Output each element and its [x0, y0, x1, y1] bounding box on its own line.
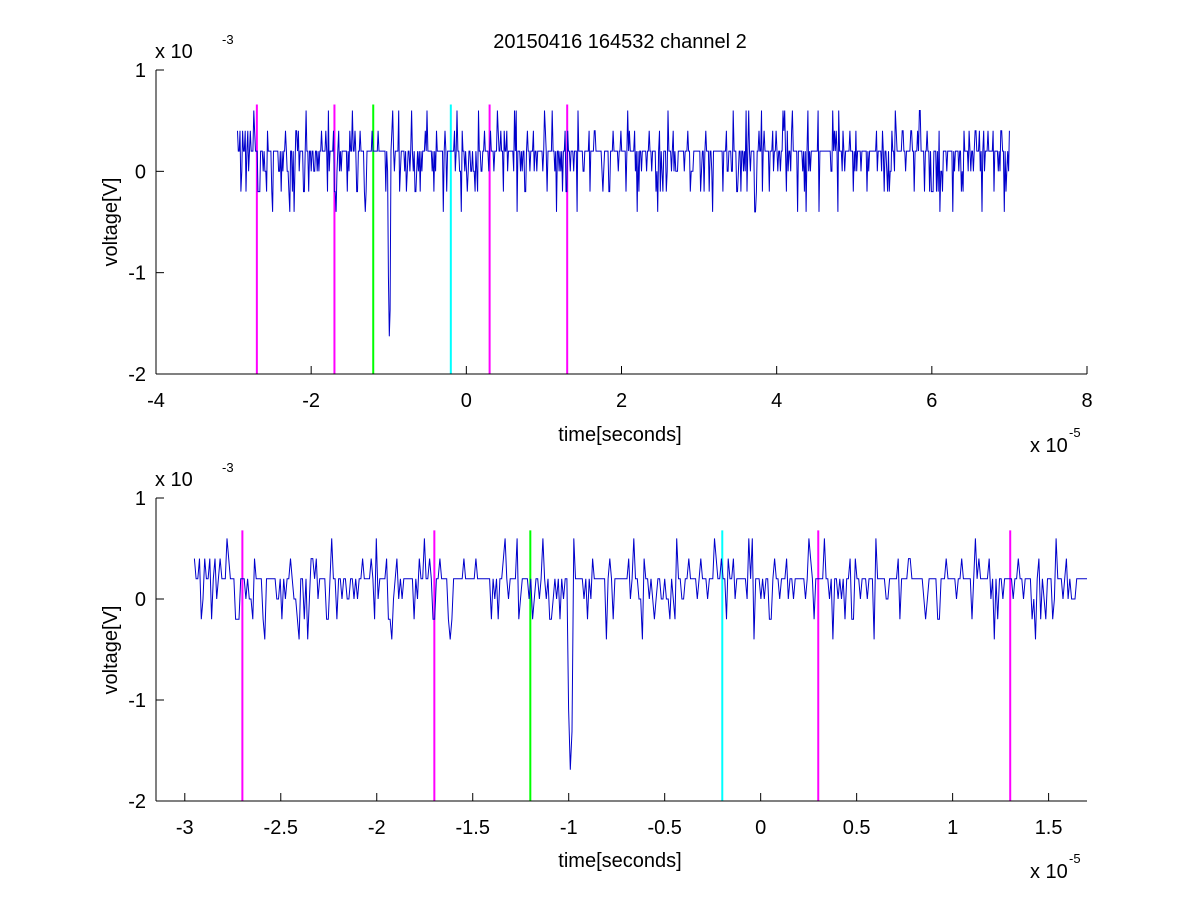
y-tick-label: 0	[135, 589, 146, 611]
y-tick-label: -1	[128, 690, 146, 712]
x-tick-label: 1.5	[1035, 817, 1063, 839]
bottom-y-exponent-base: x 10	[155, 469, 193, 491]
bottom-x-axis-label: time[seconds]	[558, 850, 681, 872]
top-subplot: -4 -2 0 2 4 6 8 -2-101 time[seconds] voltage[V…	[100, 32, 1093, 457]
top-x-exponent: x 10 -5	[1030, 425, 1081, 457]
bottom-x-exponent-base: x 10	[1030, 861, 1068, 883]
x-tick-label: 0	[461, 390, 472, 412]
x-tick-label: -2	[368, 817, 386, 839]
y-tick-label: -2	[128, 364, 146, 386]
x-tick-label: -2.5	[264, 817, 298, 839]
bottom-x-exponent-power: -5	[1069, 851, 1081, 866]
top-y-exponent: x 10 -3	[155, 32, 234, 63]
bottom-y-ticks: -2 -1 0 1	[128, 488, 164, 813]
bottom-y-exponent-power: -3	[222, 460, 234, 475]
y-tick-label: 1	[135, 488, 146, 510]
top-y-ticks: -2 -1 0 1	[128, 60, 164, 386]
chart-title: 20150416 164532 channel 2	[493, 31, 747, 53]
bottom-y-axis-label: voltage[V]	[100, 606, 122, 695]
top-x-axis-label: time[seconds]	[558, 424, 681, 446]
x-tick-label: 0.5	[843, 817, 871, 839]
x-tick-label: 1	[947, 817, 958, 839]
top-y-axis-label: voltage[V]	[100, 178, 122, 267]
x-tick-label: -1	[560, 817, 578, 839]
x-tick-label: -0.5	[647, 817, 681, 839]
bottom-event-markers	[241, 530, 1012, 801]
top-event-markers	[255, 104, 569, 374]
x-tick-label: -2	[302, 390, 320, 412]
top-signal-line	[237, 110, 1010, 337]
x-tick-label: 4	[771, 390, 782, 412]
top-y-exponent-base: x 10	[155, 41, 193, 63]
x-tick-label: -3	[176, 817, 194, 839]
y-tick-label: 1	[135, 60, 146, 82]
bottom-x-exponent: x 10 -5	[1030, 851, 1081, 883]
top-x-exponent-base: x 10	[1030, 435, 1068, 457]
bottom-signal-line	[193, 538, 1087, 770]
y-tick-label: -2	[128, 791, 146, 813]
bottom-y-exponent: x 10 -3	[155, 460, 234, 491]
x-tick-label: 0	[755, 817, 766, 839]
x-tick-label: -4	[147, 390, 165, 412]
top-axes	[155, 70, 1087, 375]
top-x-exponent-power: -5	[1069, 425, 1081, 440]
bottom-axes	[155, 498, 1087, 802]
top-y-exponent-power: -3	[222, 32, 234, 47]
y-tick-label: 0	[135, 161, 146, 183]
top-x-ticks: -4 -2 0 2 4 6 8	[147, 366, 1093, 412]
y-tick-label: -1	[128, 263, 146, 285]
x-tick-label: -1.5	[455, 817, 489, 839]
bottom-x-ticks: -3 -2.5 -2 -1.5 -1 -0.5 0 0.5 1 1.5	[176, 793, 1063, 839]
bottom-subplot: -3 -2.5 -2 -1.5 -1 -0.5 0 0.5 1 1.5 -2 -1 0 1 time[s…	[100, 460, 1087, 883]
x-tick-label: 2	[616, 390, 627, 412]
x-tick-label: 6	[926, 390, 937, 412]
x-tick-label: 8	[1081, 390, 1092, 412]
